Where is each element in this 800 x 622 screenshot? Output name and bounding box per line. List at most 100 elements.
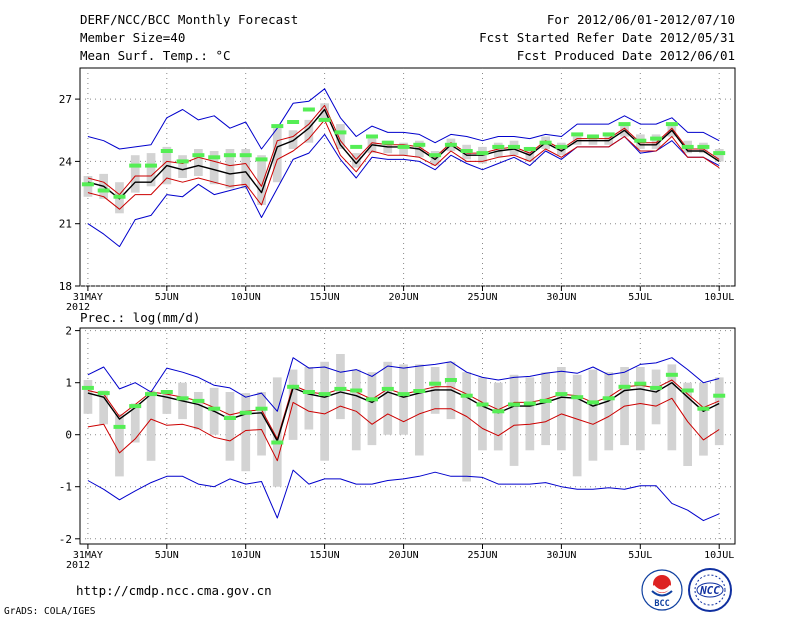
temp-green-mark [176,159,189,164]
temp-spread-box [241,149,251,189]
produced-date-label: Fcst Produced Date 2012/06/01 [517,48,735,63]
temp-green-mark [397,144,410,149]
started-date-label: Fcst Started Refer Date 2012/05/31 [479,30,735,45]
temp-spread-box [493,142,503,158]
precip-spread-box [320,361,329,461]
precip-spread-box [557,367,566,451]
precip-spread-box [541,372,550,446]
precip-green-mark [476,402,489,407]
precip-green-mark [665,372,678,377]
precip-green-mark [97,391,110,396]
precip-x-tick-label: 31MAY [73,550,103,561]
precip-green-mark [555,392,568,397]
temp-y-tick-label: 24 [59,155,73,168]
precip-spread-box [699,382,708,456]
precip-green-mark [208,406,221,411]
precip-x-tick-label: 10JUL [704,550,734,561]
temp-spread-box [288,130,298,149]
temp-green-mark [350,144,363,149]
precip-spread-box [399,364,408,435]
temp-x-tick-label: 31MAY [73,292,103,303]
precip-y-tick-label: 1 [65,377,72,390]
bcc-logo-text: BCC [654,599,669,609]
forecast-period-label: For 2012/06/01-2012/07/10 [547,12,735,27]
precip-spread-box [130,403,140,443]
precip-green-mark [160,390,173,394]
temp-green-mark [113,194,126,199]
precip-spread-box [272,377,282,487]
temp-spread-box [351,153,361,168]
precip-green-mark [681,388,694,393]
precip-x-tick-label: 5JUL [628,550,652,561]
precip-green-mark [145,392,157,397]
temp-green-mark [571,132,584,137]
precip-green-mark [318,392,331,397]
precip-spread-box [225,392,235,461]
temp-lower-line [87,119,720,210]
temp-max-line [87,88,720,150]
temp-green-mark [129,163,142,168]
precip-green-mark [571,395,584,400]
temp-x-tick-label: 30JUN [546,292,576,303]
temp-green-mark [145,163,157,168]
temp-y-tick-label: 27 [59,93,72,106]
temp-x-tick-label: 20JUN [389,292,419,303]
temp-spread-box [430,151,440,166]
precip-spread-box [415,364,424,456]
temp-x-tick-label: 25JUN [467,292,497,303]
precip-spread-box [525,377,535,451]
temp-green-mark [508,144,520,149]
temp-spread-box [130,155,140,193]
temp-green-mark [239,153,252,158]
precip-x-year-label: 2012 [66,560,90,571]
precip-green-mark [350,388,363,393]
precip-green-mark [634,381,647,386]
precip-green-mark [223,416,236,420]
precip-spread-box [194,392,203,430]
temp-green-mark [587,134,599,139]
temp-green-mark [555,144,568,149]
temp-green-mark [334,130,347,135]
temp-spread-box [257,155,266,205]
precip-spread-box [115,413,124,477]
temp-plot-frame [79,67,736,287]
precip-x-tick-label: 10JUN [231,550,261,561]
precip-max-line [87,357,720,412]
temp-green-mark [192,153,205,158]
temp-green-mark [223,153,236,158]
precip-x-tick-label: 30JUN [546,550,576,561]
precip-y-tick-label: -1 [59,481,72,494]
source-url: http://cmdp.ncc.cma.gov.cn [76,583,272,598]
precip-panel-label: Prec.: log(mm/d) [80,310,200,325]
precip-min-line [87,469,720,522]
temp-spread-box [272,128,282,183]
precip-green-mark [381,386,394,391]
temp-y-tick-label: 21 [59,218,72,231]
precip-green-mark [429,381,442,386]
precip-green-mark [413,389,426,393]
temp-green-mark [539,140,552,145]
temp-y-tick-label: 18 [59,280,72,293]
precip-green-mark [697,406,710,411]
precip-green-mark [508,402,520,407]
precip-green-mark [113,424,126,429]
precip-spread-box [478,377,487,451]
precip-green-mark [492,409,505,414]
precip-lower-line [87,397,720,462]
temp-spread-box [194,149,203,176]
precip-spread-box [462,372,471,482]
temp-spread-box [304,119,314,143]
ncc-logo: NCC [688,568,732,612]
temp-green-mark [460,149,473,153]
bcc-logo: BCC [641,569,683,611]
precip-spread-box [667,364,677,451]
temp-spread-box [83,176,93,197]
precip-spread-box [351,369,361,451]
temp-green-mark [681,144,694,149]
precip-spread-box [493,382,503,451]
precip-spread-box [651,369,661,425]
precip-spread-box [162,390,172,414]
